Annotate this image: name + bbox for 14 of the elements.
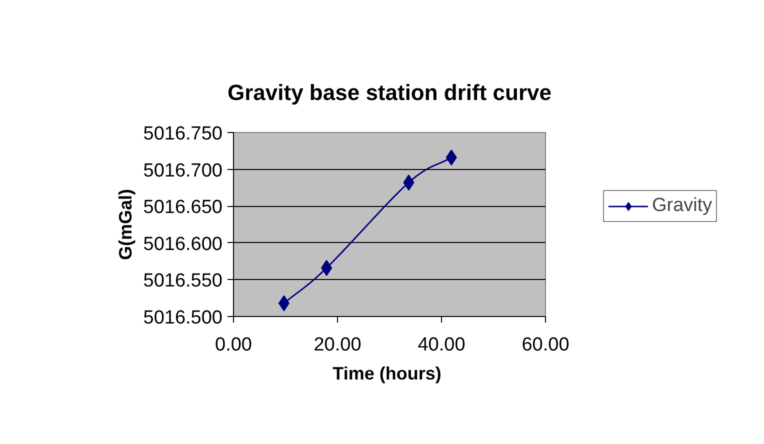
legend-label: Gravity bbox=[652, 195, 712, 217]
chart-title: Gravity base station drift curve bbox=[228, 80, 552, 105]
y-tick-label: 5016.700 bbox=[143, 160, 223, 182]
x-tick-label: 60.00 bbox=[522, 334, 570, 356]
y-tick-label: 5016.500 bbox=[143, 308, 223, 328]
x-tick-label: 0.00 bbox=[215, 334, 252, 356]
y-tick-label: 5016.750 bbox=[143, 124, 223, 144]
y-tick-label: 5016.600 bbox=[143, 234, 223, 255]
y-axis-title: G(mGal) bbox=[115, 188, 136, 260]
x-axis-title: Time (hours) bbox=[332, 364, 442, 384]
y-tick-label: 5016.650 bbox=[143, 197, 223, 218]
x-tick-label: 40.00 bbox=[418, 334, 466, 356]
y-tick-label: 5016.550 bbox=[143, 270, 223, 292]
x-tick-label: 20.00 bbox=[314, 334, 362, 356]
